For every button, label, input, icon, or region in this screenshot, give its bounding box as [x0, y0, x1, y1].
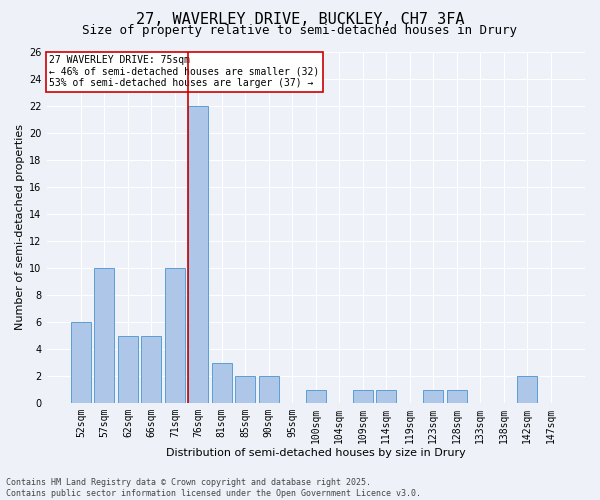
Text: 27 WAVERLEY DRIVE: 75sqm
← 46% of semi-detached houses are smaller (32)
53% of s: 27 WAVERLEY DRIVE: 75sqm ← 46% of semi-d… [49, 55, 319, 88]
Bar [188, 106, 208, 403]
Bar [517, 376, 537, 403]
Bar [446, 390, 467, 403]
Bar [353, 390, 373, 403]
Bar [235, 376, 256, 403]
Y-axis label: Number of semi-detached properties: Number of semi-detached properties [15, 124, 25, 330]
Bar [94, 268, 115, 403]
Bar [306, 390, 326, 403]
Bar [212, 362, 232, 403]
Bar [142, 336, 161, 403]
Bar [376, 390, 396, 403]
Bar [423, 390, 443, 403]
Bar [165, 268, 185, 403]
Bar [118, 336, 138, 403]
Bar [71, 322, 91, 403]
Text: Size of property relative to semi-detached houses in Drury: Size of property relative to semi-detach… [83, 24, 517, 37]
Text: Contains HM Land Registry data © Crown copyright and database right 2025.
Contai: Contains HM Land Registry data © Crown c… [6, 478, 421, 498]
X-axis label: Distribution of semi-detached houses by size in Drury: Distribution of semi-detached houses by … [166, 448, 466, 458]
Bar [259, 376, 279, 403]
Text: 27, WAVERLEY DRIVE, BUCKLEY, CH7 3FA: 27, WAVERLEY DRIVE, BUCKLEY, CH7 3FA [136, 12, 464, 28]
